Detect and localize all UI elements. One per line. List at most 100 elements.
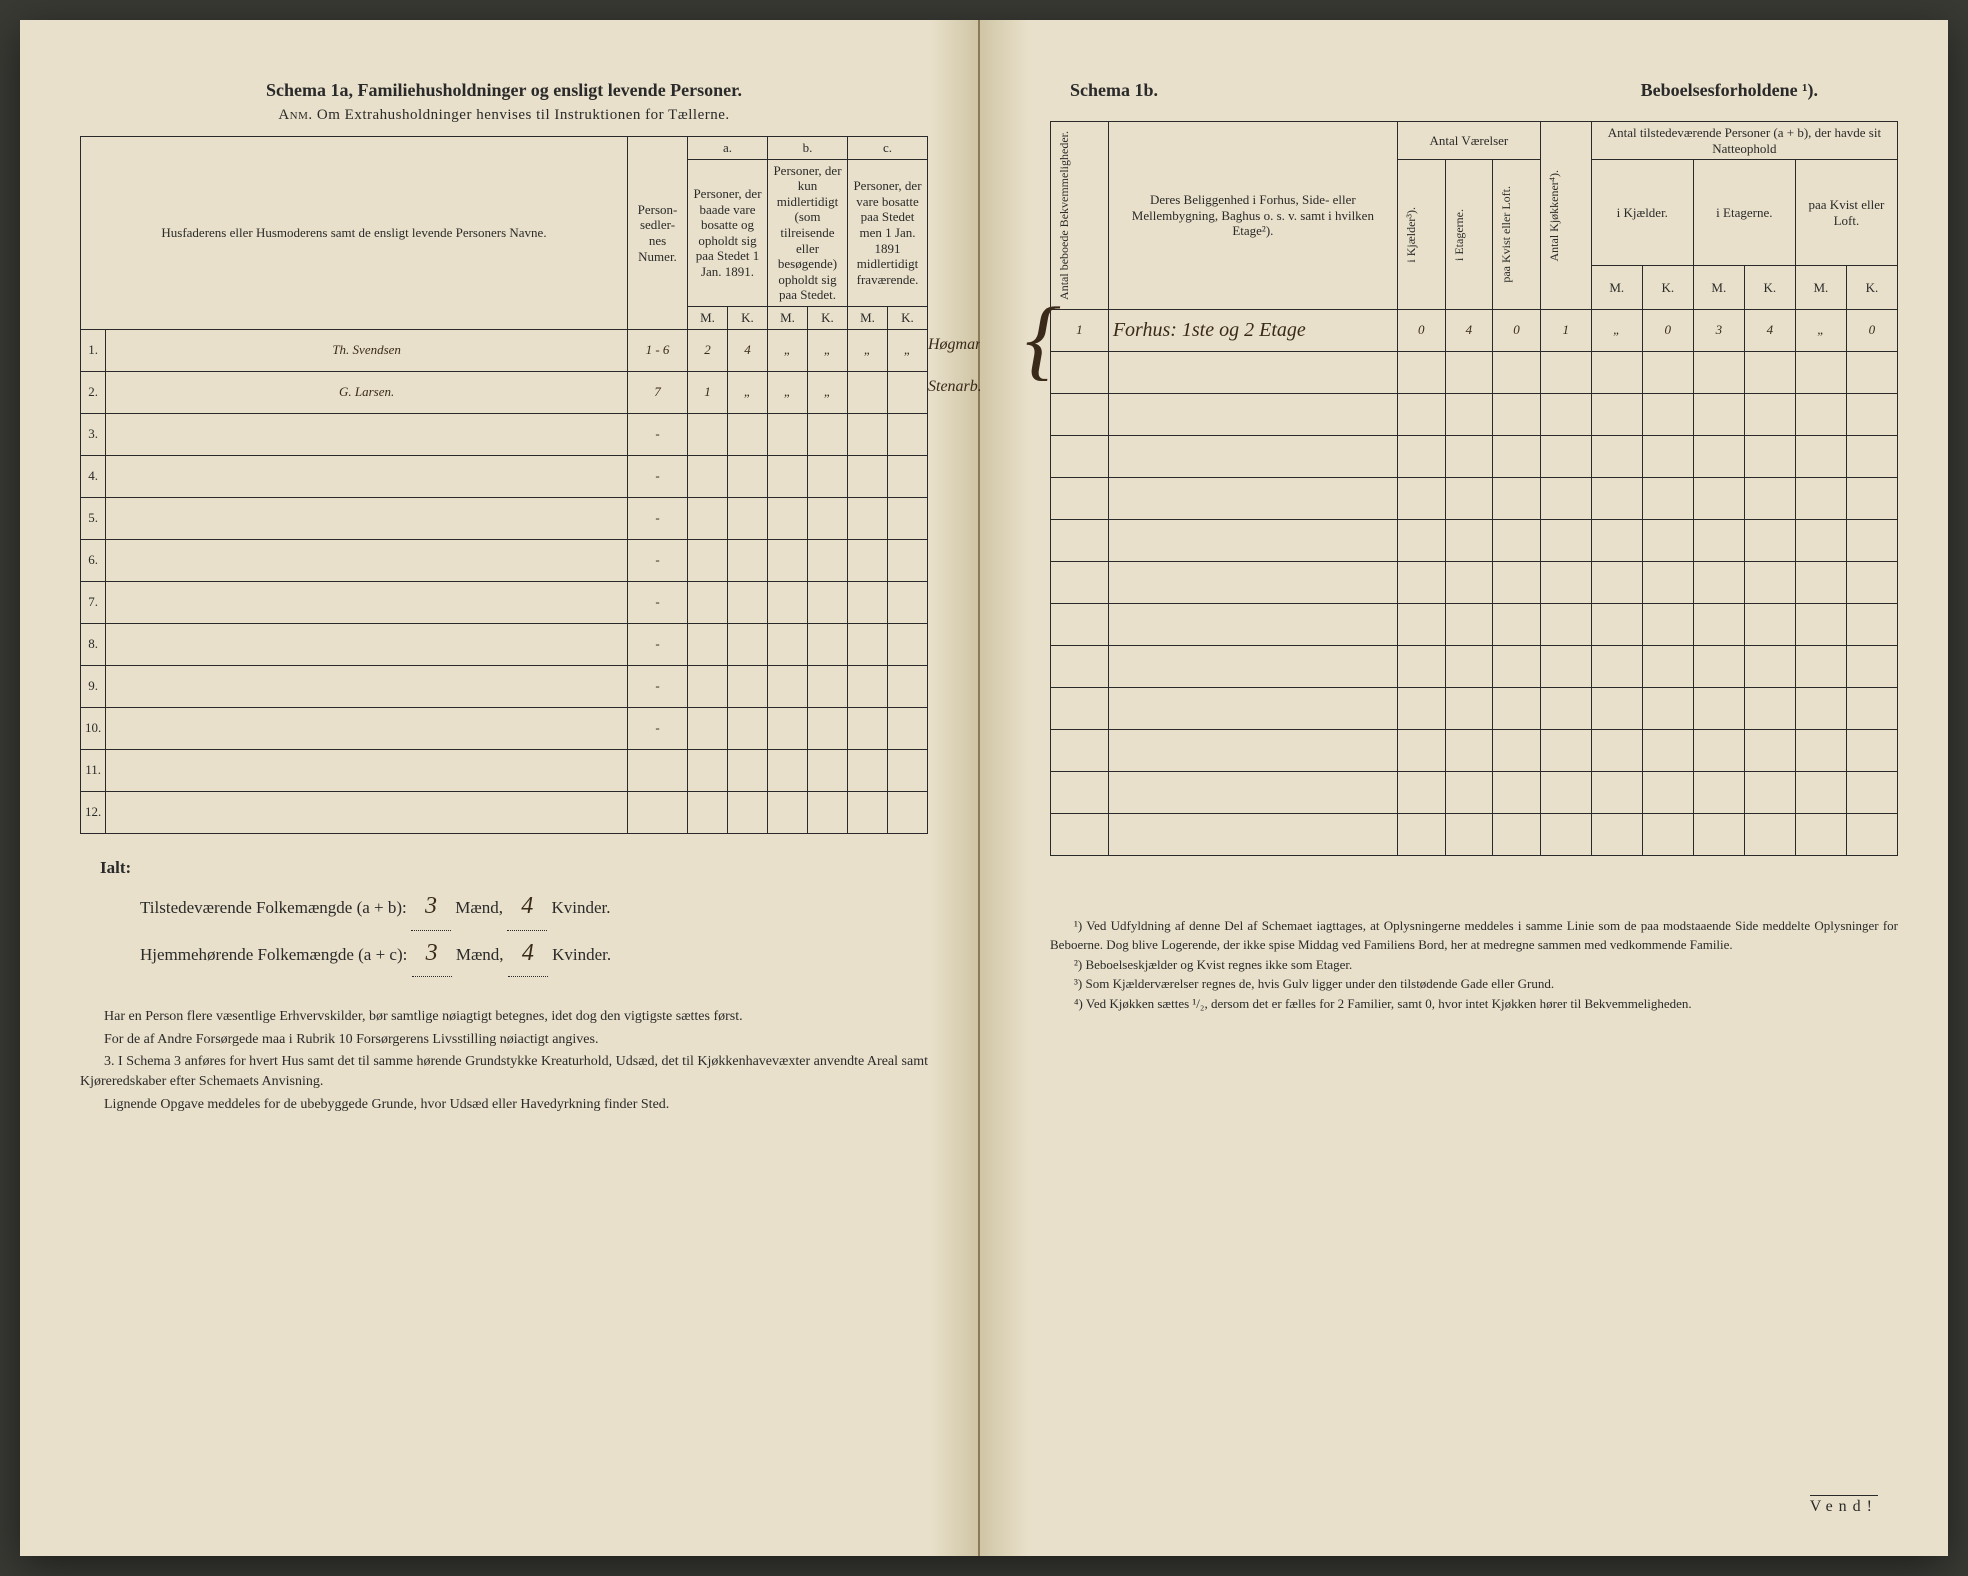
table-1b: Antal beboede Bekvemmeligheder. Deres Be… xyxy=(1050,121,1898,856)
table-row xyxy=(1051,645,1898,687)
name-cell xyxy=(106,623,628,665)
row-number: 7. xyxy=(81,581,106,623)
row-number: 6. xyxy=(81,539,106,581)
table-row xyxy=(1051,603,1898,645)
vend-label: Vend! xyxy=(1810,1495,1878,1516)
left-notes: Har en Person flere væsentlige Erhvervsk… xyxy=(80,1007,928,1114)
footnote-paragraph: ¹) Ved Udfyldning af denne Del af Schema… xyxy=(1050,916,1898,955)
right-title: Schema 1b. Beboelsesforholdene ¹). xyxy=(1050,80,1898,101)
table-row xyxy=(1051,351,1898,393)
note-paragraph: Lignende Opgave meddeles for de ubebygge… xyxy=(80,1095,928,1115)
table-row xyxy=(1051,519,1898,561)
hdr-kjokken: Antal Kjøkkener⁴). xyxy=(1545,164,1564,268)
numer-cell: 1 - 6 xyxy=(628,329,688,371)
left-title: Schema 1a, Familiehusholdninger og ensli… xyxy=(80,80,928,101)
note-paragraph: For de af Andre Forsørgede maa i Rubrik … xyxy=(80,1030,928,1050)
ialt-label: Ialt: xyxy=(100,852,928,884)
totals-block: Ialt: Tilstedeværende Folkemængde (a + b… xyxy=(80,852,928,977)
table-row xyxy=(1051,393,1898,435)
table-row xyxy=(1051,771,1898,813)
hdr-beligg: Deres Beliggenhed i Forhus, Side- eller … xyxy=(1108,122,1397,310)
name-cell xyxy=(106,413,628,455)
numer-cell: - xyxy=(628,497,688,539)
table-row xyxy=(1051,477,1898,519)
hdr-a: a. xyxy=(688,137,768,160)
name-cell xyxy=(106,581,628,623)
totals-line-1: Tilstedeværende Folkemængde (a + b): 3 M… xyxy=(140,884,928,931)
table-row: 9. - xyxy=(81,665,928,707)
table-row xyxy=(1051,813,1898,855)
name-cell xyxy=(106,707,628,749)
census-book: Schema 1a, Familiehusholdninger og ensli… xyxy=(20,20,1948,1556)
numer-cell: 7 xyxy=(628,371,688,413)
table-row xyxy=(1051,687,1898,729)
numer-cell xyxy=(628,791,688,833)
table-row: {1Forhus: 1ste og 2 Etage0401„034„0 xyxy=(1051,309,1898,351)
table-row: 11. xyxy=(81,749,928,791)
hdr-numer: Person-sedler-nes Numer. xyxy=(628,137,688,330)
numer-cell: - xyxy=(628,623,688,665)
table-1a: Husfaderens eller Husmoderens samt de en… xyxy=(80,136,928,834)
left-subtitle: Anm. Om Extrahusholdninger henvises til … xyxy=(80,107,928,124)
table-row: 7. - xyxy=(81,581,928,623)
table-row xyxy=(1051,561,1898,603)
hdr-personer: Antal tilstedeværende Personer (a + b), … xyxy=(1591,122,1897,160)
name-cell: Th. Svendsen xyxy=(106,329,628,371)
numer-cell: - xyxy=(628,581,688,623)
name-cell xyxy=(106,539,628,581)
row-number: 11. xyxy=(81,749,106,791)
name-cell xyxy=(106,791,628,833)
note-paragraph: 3. I Schema 3 anføres for hvert Hus samt… xyxy=(80,1052,928,1093)
numer-cell xyxy=(628,749,688,791)
table-row: 8. - xyxy=(81,623,928,665)
numer-cell: - xyxy=(628,707,688,749)
row-number: 8. xyxy=(81,623,106,665)
hdr-bekv: Antal beboede Bekvemmeligheder. xyxy=(1055,125,1074,306)
row-number: 5. xyxy=(81,497,106,539)
schema-1a-title: Familiehusholdninger og ensligt levende … xyxy=(357,80,742,100)
schema-1b-label: Schema 1b. xyxy=(1070,80,1158,101)
table-row: 4. - xyxy=(81,455,928,497)
name-cell xyxy=(106,665,628,707)
table-row: 12. xyxy=(81,791,928,833)
page-right: Schema 1b. Beboelsesforholdene ¹). Antal… xyxy=(980,20,1948,1556)
table-row: 10. - xyxy=(81,707,928,749)
margin-note: Stenarb. xyxy=(928,378,982,396)
table-row: 3. - xyxy=(81,413,928,455)
location-cell: Forhus: 1ste og 2 Etage xyxy=(1108,309,1397,351)
schema-1a-label: Schema 1a, xyxy=(266,80,353,100)
note-paragraph: Har en Person flere væsentlige Erhvervsk… xyxy=(80,1007,928,1027)
numer-cell: - xyxy=(628,539,688,581)
row-number: 10. xyxy=(81,707,106,749)
row-number: 12. xyxy=(81,791,106,833)
totals-line-2: Hjemmehørende Folkemængde (a + c): 3 Mæn… xyxy=(140,931,928,978)
schema-1b-title: Beboelsesforholdene ¹). xyxy=(1641,80,1818,101)
numer-cell: - xyxy=(628,665,688,707)
footnote-paragraph: ⁴) Ved Kjøkken sættes ¹/₂, dersom det er… xyxy=(1050,994,1898,1014)
page-left: Schema 1a, Familiehusholdninger og ensli… xyxy=(20,20,980,1556)
row-number: 4. xyxy=(81,455,106,497)
footnote-paragraph: ²) Beboelseskjælder og Kvist regnes ikke… xyxy=(1050,955,1898,975)
table-row: 1.Th. Svendsen1 - 624„„„„Høgmand xyxy=(81,329,928,371)
name-cell xyxy=(106,455,628,497)
row-number: 9. xyxy=(81,665,106,707)
numer-cell: - xyxy=(628,413,688,455)
footnote-paragraph: ³) Som Kjælderværelser regnes de, hvis G… xyxy=(1050,974,1898,994)
hdr-name: Husfaderens eller Husmoderens samt de en… xyxy=(81,137,628,330)
table-row xyxy=(1051,435,1898,477)
name-cell: G. Larsen. xyxy=(106,371,628,413)
hdr-vaerelser: Antal Værelser xyxy=(1397,122,1540,160)
numer-cell: - xyxy=(628,455,688,497)
table-row: 2.G. Larsen.71„„„Stenarb. xyxy=(81,371,928,413)
hdr-b: b. xyxy=(768,137,848,160)
right-footnotes: ¹) Ved Udfyldning af denne Del af Schema… xyxy=(1050,916,1898,1014)
row-number: 1. xyxy=(81,329,106,371)
name-cell xyxy=(106,749,628,791)
row-number: 2. xyxy=(81,371,106,413)
hdr-c: c. xyxy=(848,137,928,160)
table-row xyxy=(1051,729,1898,771)
name-cell xyxy=(106,497,628,539)
table-row: 6. - xyxy=(81,539,928,581)
row-number: 3. xyxy=(81,413,106,455)
table-row: 5. - xyxy=(81,497,928,539)
